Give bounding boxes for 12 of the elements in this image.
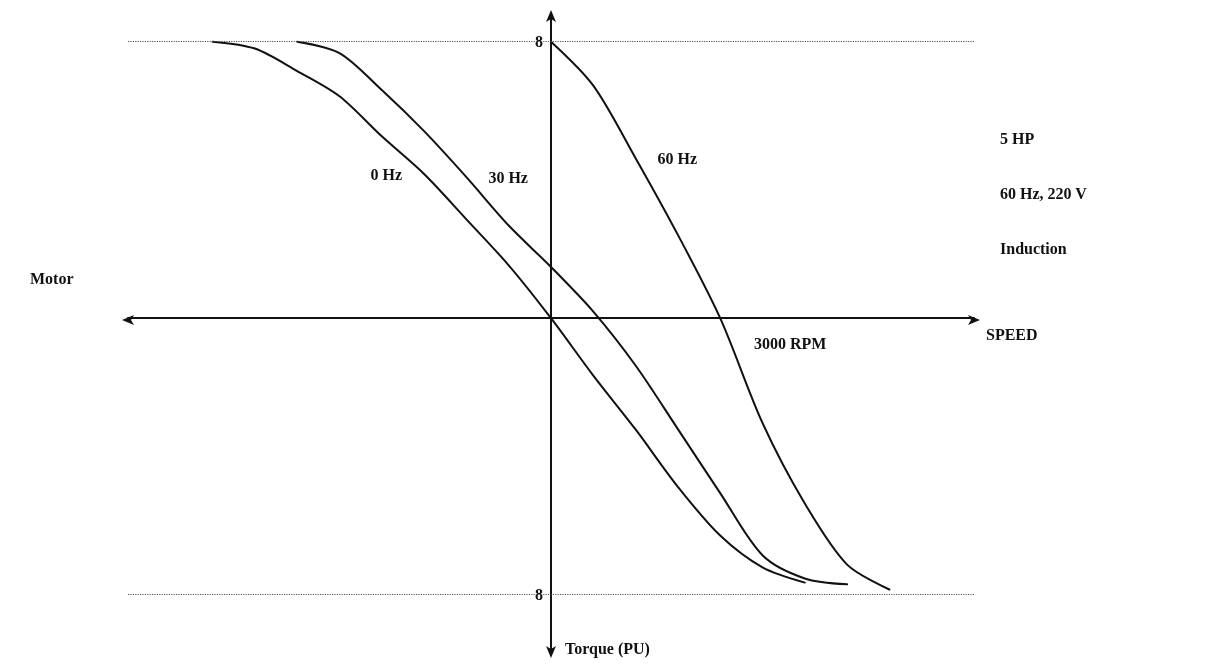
text: 5 HP <box>1000 129 1035 147</box>
annotation: Torque (PU) <box>565 639 650 658</box>
x-axis-title: SPEED <box>986 325 1038 343</box>
series-label: 60 Hz <box>657 149 698 167</box>
annotation: 3000 RPM <box>754 334 827 352</box>
text: 60 Hz, 220 V <box>1000 184 1088 202</box>
text: Induction <box>1000 239 1067 257</box>
y-tick-label: 8 <box>535 33 543 51</box>
y-tick-label: 8 <box>535 586 543 604</box>
series-label: 30 Hz <box>488 168 528 186</box>
text: Motor <box>30 269 74 287</box>
series-label: 0 Hz <box>370 165 403 183</box>
